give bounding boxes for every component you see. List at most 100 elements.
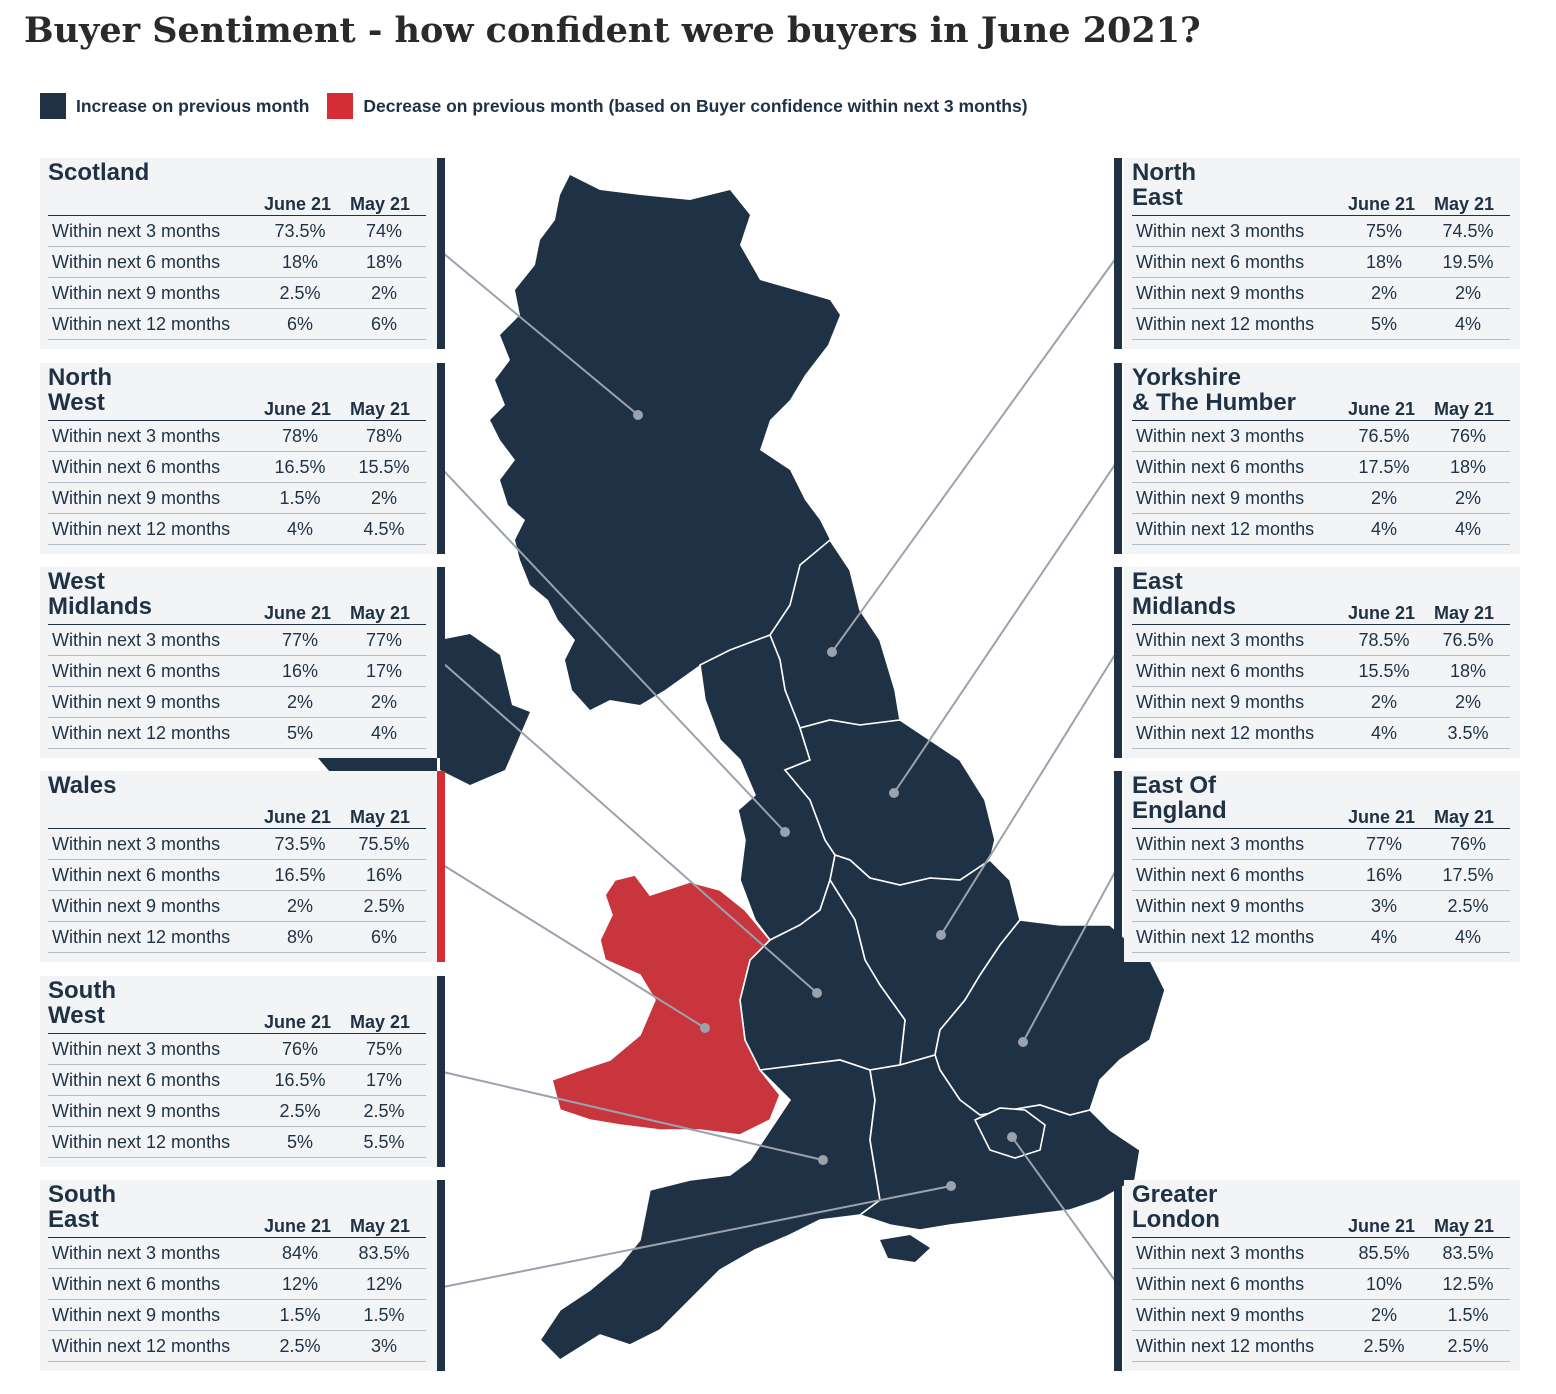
table-row: Within next 12 months 5% 4% [1132, 309, 1510, 340]
value-may: 17% [366, 656, 402, 686]
leader-dot-scotland [633, 410, 643, 420]
column-header-may: May 21 [350, 1216, 411, 1236]
table-row: Within next 9 months 3% 2.5% [1132, 891, 1510, 922]
value-may: 12.5% [1442, 1269, 1493, 1299]
table-row: Within next 3 months 76% 75% [48, 1034, 426, 1065]
value-june: 6% [287, 309, 313, 339]
column-header-june: June 21 [1348, 603, 1416, 623]
row-label: Within next 6 months [52, 252, 221, 272]
column-header-may: May 21 [1434, 807, 1495, 827]
column-header-june: June 21 [1348, 194, 1416, 214]
region-table: Within next 3 months 75% 74.5% Within next … [1132, 215, 1510, 340]
value-june-text: 73.5% [274, 221, 326, 241]
leader-dot-greater-london [1007, 1132, 1017, 1142]
trend-indicator-bar [437, 363, 445, 554]
value-june-text: 2.5% [279, 1101, 321, 1121]
value-june-text: 5% [286, 1132, 314, 1152]
value-may-text: 4.5% [363, 519, 405, 539]
value-june: 2% [1371, 687, 1397, 717]
value-may: 4% [1455, 309, 1481, 339]
value-may-text: 83.5% [1442, 1243, 1494, 1263]
leader-dot-north-west [780, 827, 790, 837]
row-label: Within next 3 months [52, 221, 221, 241]
value-june-text: 76% [281, 1039, 319, 1059]
value-june-text: 10% [1365, 1274, 1403, 1294]
legend-swatch-increase [40, 93, 66, 119]
value-may-text: 75.5% [358, 834, 410, 854]
value-may-text: 4% [370, 723, 398, 743]
value-may-text: 2.5% [363, 896, 405, 916]
leader-dot-north-east [827, 647, 837, 657]
legend-swatch-decrease [327, 93, 354, 119]
value-june: 8% [287, 922, 313, 952]
region-name: South West [48, 977, 116, 1029]
value-june-text: 16% [1365, 865, 1403, 885]
legend-item-decrease: Decrease on previous month (based on Buy… [327, 93, 1028, 119]
value-may-text: 3.5% [1447, 723, 1489, 743]
legend-item-increase: Increase on previous month [40, 93, 309, 119]
region-panel-east-of-england: East Of England June 21 May 21 Within next 3… [1114, 771, 1520, 962]
row-label: Within next 6 months [1136, 661, 1305, 681]
value-june-text: 17.5% [1358, 457, 1410, 477]
value-may-text: 5.5% [363, 1132, 405, 1152]
row-label: Within next 9 months [52, 896, 221, 916]
table-row: Within next 6 months 16% 17% [48, 656, 426, 687]
value-may-text: 2% [370, 692, 398, 712]
value-may: 75.5% [358, 829, 409, 859]
row-label: Within next 6 months [1136, 1274, 1305, 1294]
column-header-may: May 21 [1434, 1216, 1495, 1236]
region-table: Within next 3 months 77% 77% Within next 6 … [48, 624, 426, 749]
region-table: Within next 3 months 76% 75% Within next 6 … [48, 1033, 426, 1158]
value-june-text: 78% [281, 426, 319, 446]
region-name: Greater London [1132, 1181, 1220, 1233]
leader-line-south-west [442, 1071, 824, 1161]
row-label: Within next 12 months [52, 519, 231, 539]
row-label: Within next 6 months [52, 1070, 221, 1090]
value-june: 78% [282, 421, 318, 451]
trend-indicator-bar [437, 567, 445, 758]
value-may-text: 2% [1454, 692, 1482, 712]
row-label: Within next 9 months [52, 1101, 221, 1121]
value-may-text: 76% [1449, 834, 1487, 854]
row-label: Within next 3 months [1136, 630, 1305, 650]
value-june-text: 4% [1370, 519, 1398, 539]
table-row: Within next 9 months 1.5% 2% [48, 483, 426, 514]
table-row: Within next 9 months 1.5% 1.5% [48, 1300, 426, 1331]
value-may: 2.5% [1447, 891, 1488, 921]
row-label: Within next 12 months [1136, 927, 1315, 947]
trend-indicator-bar [1114, 363, 1122, 554]
region-name: South East [48, 1181, 116, 1233]
value-may: 1.5% [1447, 1300, 1488, 1330]
leader-dot-south-west [818, 1155, 828, 1165]
region-name: Wales [48, 772, 117, 799]
leader-dot-east-of-england [1018, 1037, 1028, 1047]
row-label: Within next 6 months [52, 1274, 221, 1294]
table-row: Within next 3 months 78% 78% [48, 421, 426, 452]
region-panel-greater-london: Greater London June 21 May 21 Within next 3 … [1114, 1180, 1520, 1371]
value-may-text: 4% [1454, 314, 1482, 334]
region-name: Scotland [48, 159, 150, 186]
table-row: Within next 6 months 10% 12.5% [1132, 1269, 1510, 1300]
value-june: 73.5% [274, 216, 325, 246]
value-may-text: 78% [365, 426, 403, 446]
value-june: 3% [1371, 891, 1397, 921]
value-june: 4% [1371, 514, 1397, 544]
value-june: 85.5% [1358, 1238, 1409, 1268]
region-table: Within next 3 months 76.5% 76% Within next … [1132, 420, 1510, 545]
table-row: Within next 12 months 2.5% 2.5% [1132, 1331, 1510, 1362]
value-june-text: 18% [281, 252, 319, 272]
value-may-text: 18% [1449, 457, 1487, 477]
table-row: Within next 12 months 4% 4% [1132, 514, 1510, 545]
value-june: 2% [1371, 278, 1397, 308]
leader-dot-wales [700, 1023, 710, 1033]
column-header-june: June 21 [264, 1216, 332, 1236]
leader-line-west-midlands [442, 662, 818, 994]
row-label: Within next 6 months [52, 457, 221, 477]
value-may-text: 17.5% [1442, 865, 1494, 885]
map-region-isle-of-wight [880, 1235, 930, 1262]
table-row: Within next 3 months 73.5% 74% [48, 216, 426, 247]
value-may-text: 2% [370, 488, 398, 508]
value-may: 12% [366, 1269, 402, 1299]
row-label: Within next 9 months [52, 488, 221, 508]
row-label: Within next 9 months [52, 1305, 221, 1325]
